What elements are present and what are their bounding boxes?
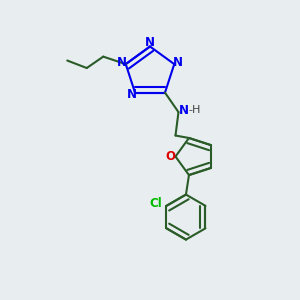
Text: N: N bbox=[126, 88, 136, 101]
Text: N: N bbox=[117, 56, 127, 69]
Text: Cl: Cl bbox=[150, 197, 162, 210]
Text: N: N bbox=[145, 36, 155, 49]
Text: -H: -H bbox=[189, 105, 201, 115]
Text: N: N bbox=[179, 104, 189, 117]
Text: N: N bbox=[173, 56, 183, 69]
Text: O: O bbox=[165, 150, 175, 163]
